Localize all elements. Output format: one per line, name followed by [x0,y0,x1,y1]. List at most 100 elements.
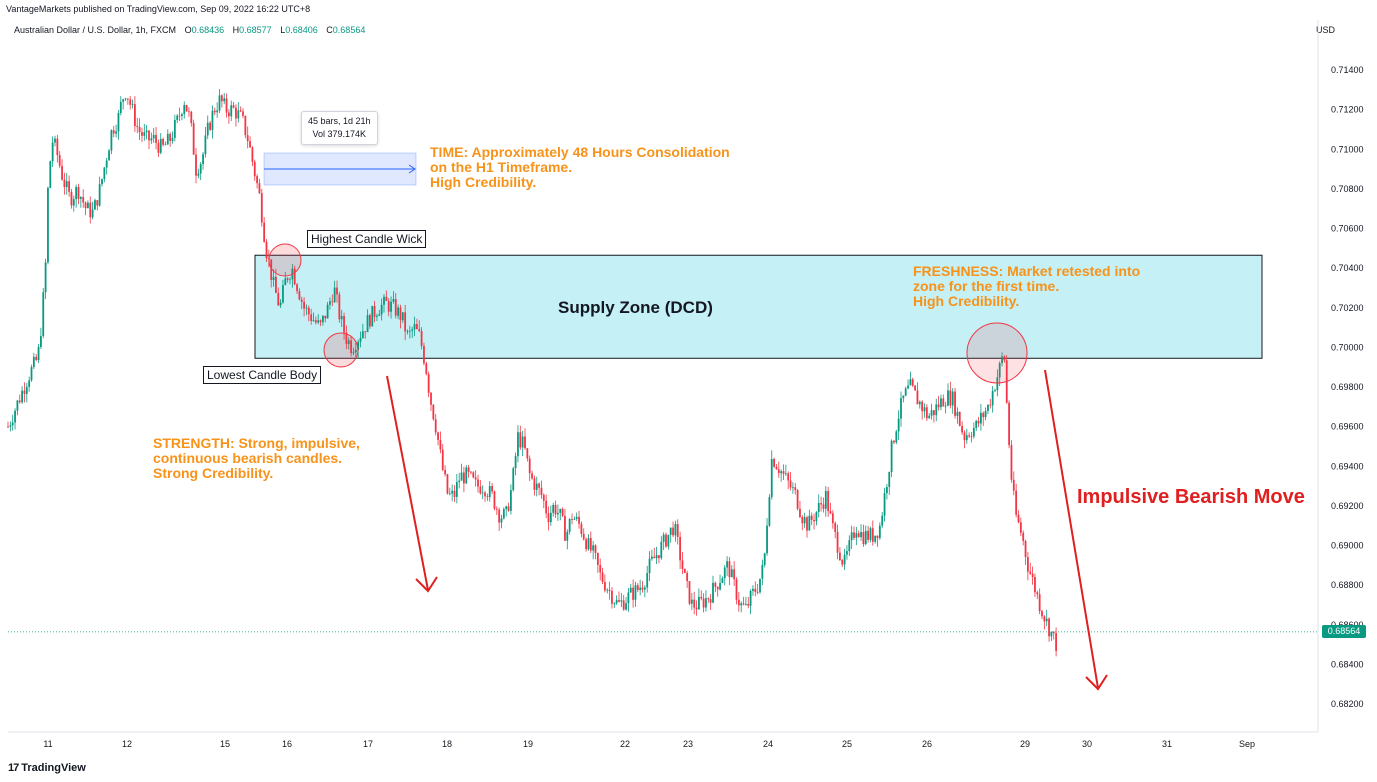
candle-body [878,525,881,539]
impulsive-move-label: Impulsive Bearish Move [1077,486,1305,508]
candle-body [502,509,505,519]
candle-body [289,279,291,281]
y-tick-label: 0.68400 [1331,659,1364,669]
currency-label: USD [1315,25,1335,35]
candle-body [270,259,273,281]
candle-body [366,315,369,333]
candle-body [7,426,9,428]
candle-body [799,508,801,518]
x-tick-label: 11 [43,739,52,749]
candle-body [14,410,16,423]
candle-body [206,122,209,136]
candle-body [947,390,949,406]
candle-body [801,517,804,524]
candle-body [672,527,674,536]
candle-body [84,202,87,209]
candle-body [526,448,529,459]
open-label: O [184,25,192,35]
candle-body [119,101,122,114]
candle-body [470,471,472,473]
candle-body [500,518,503,523]
y-tick-label: 0.69400 [1331,461,1364,471]
candle-body [794,487,797,491]
candle-body [984,410,987,418]
x-tick-label: 26 [922,739,932,749]
candle-body [77,186,80,199]
candle-body [166,133,169,145]
candle-body [505,506,508,510]
candle-body [479,486,482,494]
symbol-name: Australian Dollar / U.S. Dollar, 1h, FXC… [14,25,177,35]
candle-body [1031,573,1034,578]
candle-body [956,411,959,416]
candle-body [651,556,653,559]
candle-body [228,112,230,117]
candle-body [909,379,912,386]
candle-body [112,130,115,134]
candle-body [324,315,327,319]
candle-body [326,304,329,319]
candle-body [89,202,92,218]
candle-body [681,560,684,569]
candle-body [340,316,343,320]
candle-body [561,508,564,516]
candle-body [648,558,651,574]
candle-body [549,512,552,523]
candle-body [143,132,146,136]
candle-body [806,517,808,531]
candle-body [655,555,658,559]
tradingview-brand: TradingView [21,762,86,774]
supply-zone-rect [254,254,1263,359]
x-tick-label: 22 [620,739,630,749]
candle-body [883,493,886,516]
candle-body [538,483,540,488]
candle-body [669,527,672,535]
candle-body [383,296,385,305]
candle-body [253,161,256,177]
candle-body [1052,631,1055,634]
candle-body [987,404,989,411]
candle-body [810,515,813,520]
candle-body [286,278,289,280]
candle-body [972,427,975,437]
candle-body [54,138,56,143]
candle-body [49,161,52,188]
freshness-annotation: FRESHNESS: Market retested into zone for… [913,263,1141,309]
highest-wick-circle [268,243,302,277]
candle-body [129,99,132,105]
candle-body [115,131,117,134]
candle-body [32,356,35,368]
candle-body [87,202,89,209]
lowest-body-circle [323,332,359,368]
candle-body [683,568,686,573]
y-tick-label: 0.69000 [1331,541,1364,551]
candle-body [921,401,924,412]
candle-body [230,105,233,117]
candle-body [357,341,360,350]
candle-body [272,276,275,281]
candle-body [559,508,562,513]
candle-body [841,560,844,565]
candle-body [404,312,407,332]
candle-body [658,555,660,559]
candle-body [864,530,867,545]
candle-body [533,478,536,490]
candle-body [364,331,367,333]
strength-annotation: STRENGTH: Strong, impulsive, continuous … [153,435,360,481]
y-tick-label: 0.69600 [1331,422,1364,432]
candle-body [507,506,510,511]
candle-body [94,200,96,210]
candle-body [176,115,179,121]
candle-body [204,135,207,155]
candle-body [56,138,59,156]
candle-body [839,552,841,561]
candle-body [554,505,557,515]
candle-body [68,181,70,192]
measure-volume-text: Vol 379.174K [312,129,367,139]
candle-body [980,412,982,424]
candle-body [441,449,444,470]
candle-body [141,132,143,136]
y-tick-label: 0.71400 [1331,65,1364,75]
candle-body [277,292,280,306]
